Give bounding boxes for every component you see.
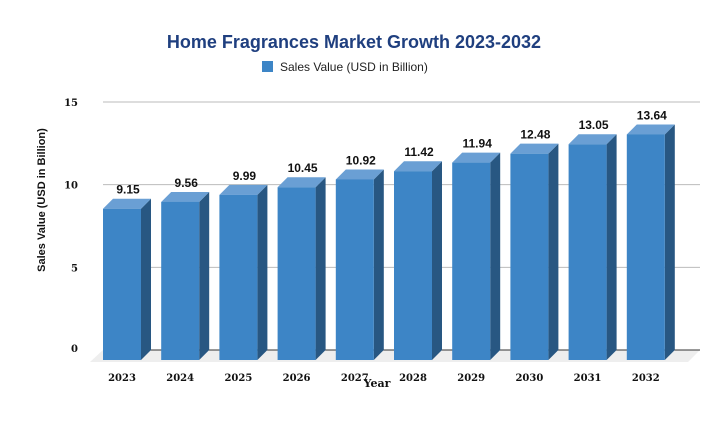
- x-tick-label: 2030: [515, 373, 543, 384]
- x-tick-label: 2028: [399, 373, 427, 384]
- bar-2025: 9.99 2025: [219, 169, 268, 384]
- bar-side: [548, 143, 559, 360]
- bar: [626, 134, 665, 360]
- x-tick-label: 2027: [341, 373, 369, 384]
- bar-side: [432, 161, 442, 360]
- data-label: 9.56: [175, 176, 199, 190]
- data-label: 13.64: [637, 108, 667, 122]
- x-tick-label: 2026: [283, 373, 311, 384]
- bar-side: [664, 124, 675, 360]
- bar: [219, 194, 258, 360]
- data-label: 12.48: [520, 128, 550, 142]
- data-label: 9.99: [233, 169, 257, 183]
- bar-side: [315, 177, 326, 360]
- bar-2023: 9.15 2023: [103, 183, 151, 384]
- data-label: 10.45: [288, 161, 318, 175]
- bar: [452, 162, 491, 360]
- bar-2031: 13.05 2031: [568, 118, 617, 384]
- legend-label: Sales Value (USD in Billion): [280, 60, 428, 74]
- bar: [335, 179, 374, 360]
- x-tick-label: 2031: [574, 373, 602, 384]
- data-label: 11.42: [404, 145, 434, 159]
- data-label: 11.94: [463, 137, 493, 151]
- bar-2029: 11.94 2029: [452, 137, 501, 384]
- bar: [277, 187, 316, 360]
- data-label: 10.92: [346, 153, 376, 167]
- bar-2028: 11.42 2028: [394, 145, 442, 384]
- bar-top: [568, 134, 617, 145]
- data-label: 13.05: [579, 118, 609, 132]
- bar: [394, 171, 432, 360]
- bar-side: [606, 134, 617, 360]
- legend-swatch: [262, 61, 273, 72]
- bar-2024: 9.56 2024: [161, 176, 210, 384]
- bar-side: [373, 169, 384, 360]
- bar-2027: 10.92 2027: [335, 153, 384, 384]
- y-tick-label: 0: [71, 344, 78, 355]
- bar-top: [219, 184, 268, 195]
- x-tick-label: 2032: [632, 373, 660, 384]
- bar-side: [490, 152, 501, 360]
- bar-side: [141, 198, 151, 360]
- bar: [510, 153, 549, 360]
- bar: [161, 201, 200, 360]
- bar-top: [510, 143, 559, 154]
- x-axis-label: Year: [363, 377, 391, 390]
- bar: [103, 208, 141, 360]
- bar-top: [103, 198, 151, 209]
- bar-side: [257, 184, 268, 360]
- bar: [568, 144, 607, 360]
- bar-2026: 10.45 2026: [277, 161, 326, 384]
- chart-title: Home Fragrances Market Growth 2023-2032: [167, 32, 541, 52]
- bar-top: [394, 161, 442, 172]
- x-tick-label: 2025: [224, 373, 252, 384]
- bar-side: [199, 191, 210, 360]
- bar-top: [626, 124, 675, 135]
- bar-2030: 12.48 2030: [510, 128, 559, 384]
- y-axis-label: Sales Value (USD in Billion): [36, 128, 48, 272]
- bar-top: [335, 169, 384, 180]
- y-tick-label: 5: [71, 263, 78, 274]
- y-tick-label: 15: [64, 98, 78, 109]
- y-tick-label: 10: [64, 181, 78, 192]
- x-tick-label: 2024: [166, 373, 194, 384]
- x-tick-label: 2029: [457, 373, 485, 384]
- data-label: 9.15: [116, 183, 140, 197]
- x-tick-label: 2023: [108, 373, 136, 384]
- bar-top: [452, 152, 501, 163]
- bar-2032: 13.64 2032: [626, 108, 675, 384]
- bar-top: [161, 191, 210, 202]
- bar-top: [277, 177, 326, 188]
